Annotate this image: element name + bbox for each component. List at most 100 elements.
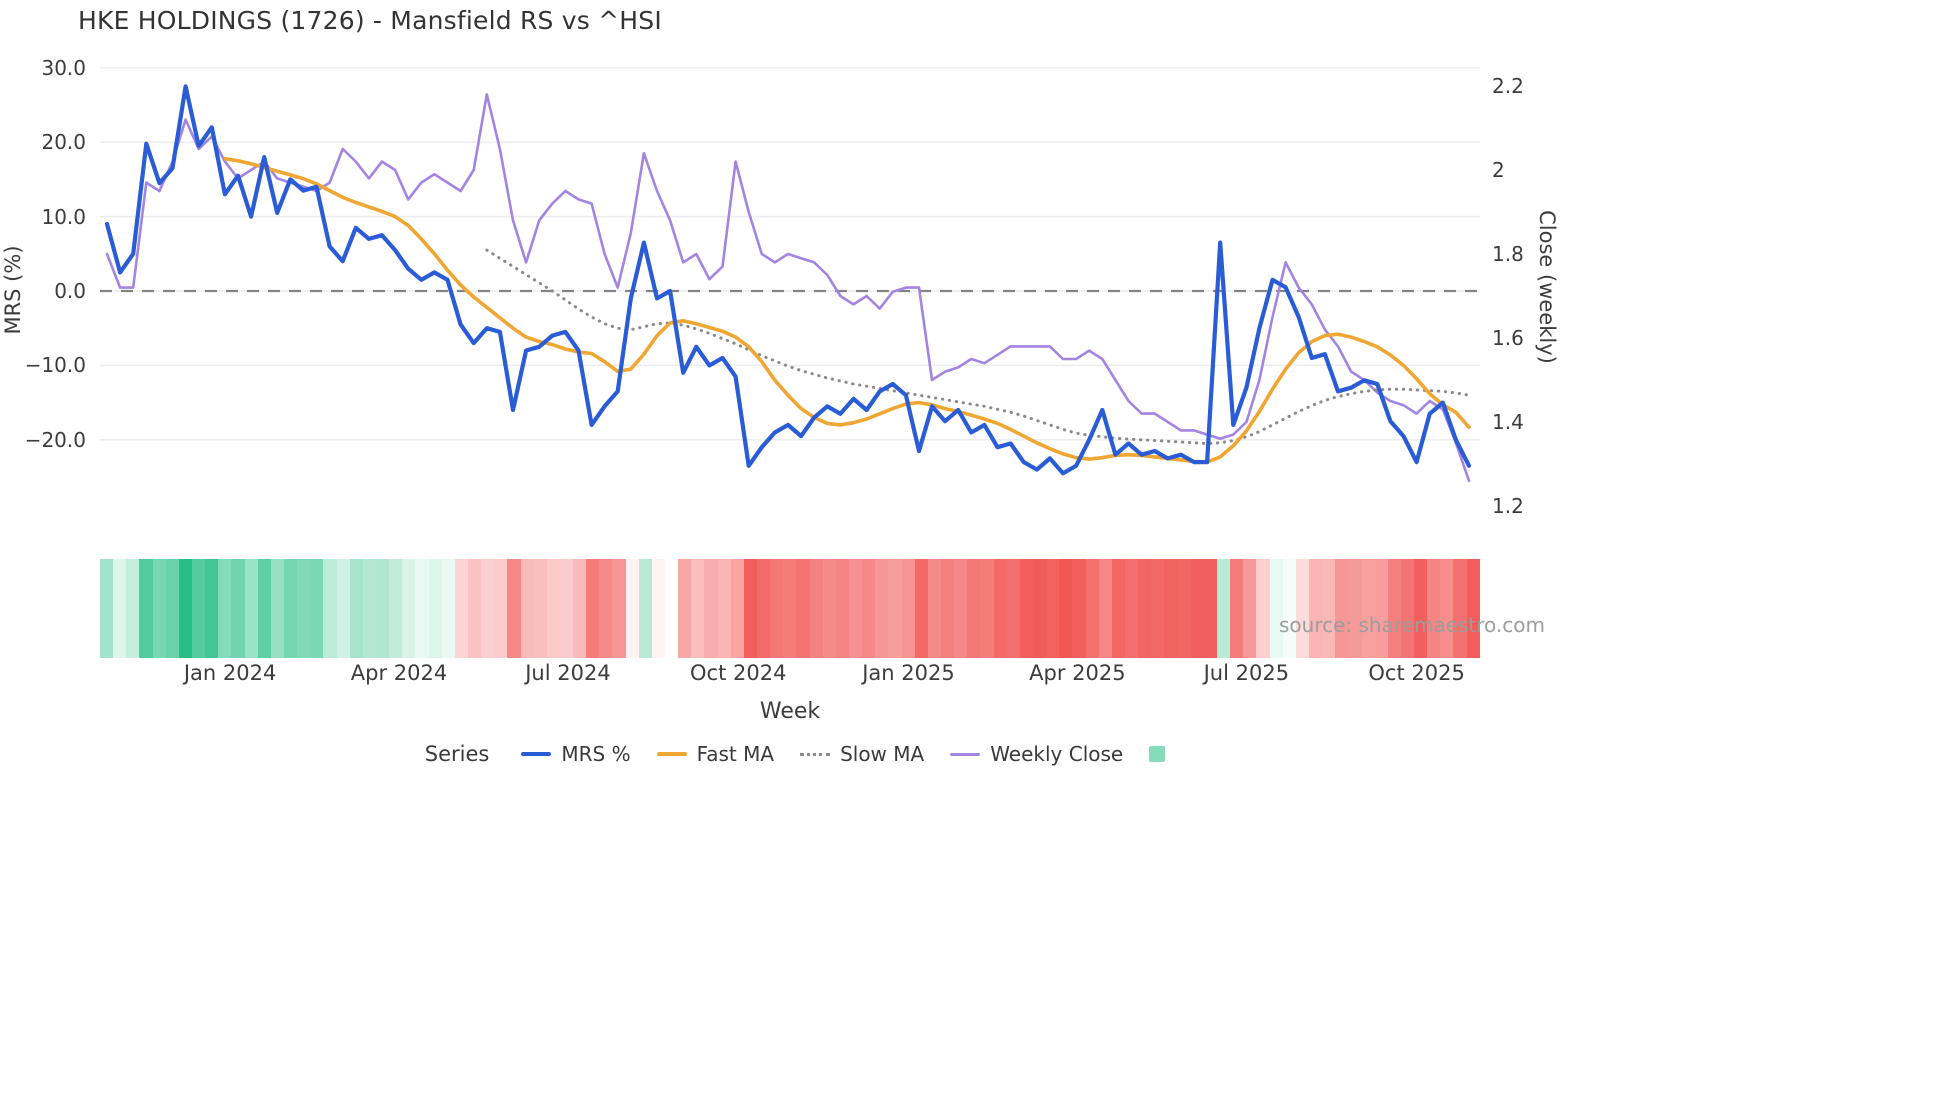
heatmap-cell xyxy=(1387,559,1401,658)
heatmap-cell xyxy=(1216,559,1231,658)
x-axis-ticks: Jan 2024 Apr 2024 Jul 2024 Oct 2024 Jan 2025… xyxy=(0,661,1960,691)
heatmap-cell xyxy=(665,559,679,658)
left-tick: 30.0 xyxy=(41,55,86,80)
legend-item-weekly-close: Weekly Close xyxy=(950,742,1123,766)
legend-item-label: Fast MA xyxy=(696,742,775,766)
heatmap-cell xyxy=(402,559,416,658)
heatmap-cell xyxy=(1322,559,1336,658)
chart-title: HKE HOLDINGS (1726) - Mansfield RS vs ^H… xyxy=(78,6,662,35)
heatmap-cell xyxy=(1124,559,1139,658)
heatmap-cell xyxy=(546,559,560,658)
heatmap-cell xyxy=(415,559,429,658)
heatmap-cell xyxy=(1243,559,1257,658)
heatmap-cell xyxy=(967,559,981,658)
heatmap-cell xyxy=(849,559,863,658)
heatmap-cell xyxy=(362,559,376,658)
heatmap-cell xyxy=(1400,559,1415,658)
heatmap-cell xyxy=(467,559,482,658)
heatmap-cell xyxy=(100,559,114,658)
heatmap-cell xyxy=(1348,559,1362,658)
heatmap-cell xyxy=(599,559,613,658)
heatmap-cell xyxy=(178,559,192,658)
heatmap-cell xyxy=(573,559,587,658)
right-tick: 2 xyxy=(1492,158,1505,182)
right-tick: 1.4 xyxy=(1492,410,1524,434)
heatmap-cell xyxy=(283,559,298,658)
heatmap-cell xyxy=(796,559,810,658)
heatmap-cell xyxy=(507,559,521,658)
legend-item-fast-ma: Fast MA xyxy=(656,742,775,766)
heatmap-cell xyxy=(1440,559,1454,658)
heatmap-cell xyxy=(375,559,390,658)
heatmap-cell xyxy=(152,559,166,658)
x-tick: Oct 2025 xyxy=(1368,661,1465,685)
legend-item-label: Slow MA xyxy=(840,742,925,766)
right-axis-ticks: 2.2 2 1.8 1.6 1.4 1.2 xyxy=(1492,0,1582,560)
legend-swatch xyxy=(800,752,831,756)
heatmap-cell xyxy=(1164,559,1178,658)
heatmap-cell xyxy=(454,559,468,658)
legend-swatch xyxy=(656,752,687,756)
heatmap-cell xyxy=(1282,559,1296,658)
heatmap-cell xyxy=(231,559,245,658)
right-tick: 1.8 xyxy=(1492,242,1524,266)
heatmap-cell xyxy=(678,559,692,658)
heatmap-cell xyxy=(1308,559,1323,658)
x-tick: Jul 2025 xyxy=(1203,661,1290,685)
left-tick: 0.0 xyxy=(54,279,86,303)
heatmap-cell xyxy=(927,559,941,658)
series-slow-ma xyxy=(485,248,1471,445)
heatmap-cell xyxy=(1085,559,1099,658)
heatmap-cell xyxy=(783,559,797,658)
heatmap-cell xyxy=(428,559,442,658)
heatmap-cell xyxy=(1019,559,1033,658)
heatmap-cell xyxy=(1098,559,1112,658)
heatmap-cell xyxy=(1453,559,1467,658)
series-fast-ma xyxy=(223,156,1471,464)
legend-swatch xyxy=(950,752,981,756)
legend-swatch xyxy=(521,752,552,756)
source-watermark: source: sharemaestro.com xyxy=(1279,613,1545,637)
heatmap-cell xyxy=(257,559,271,658)
heatmap-cell xyxy=(743,559,758,658)
heatmap-cell xyxy=(494,559,508,658)
x-tick: Apr 2024 xyxy=(350,661,448,685)
heatmap-cell xyxy=(1466,559,1480,658)
heatmap-cell xyxy=(1111,559,1125,658)
heatmap-cell xyxy=(218,559,232,658)
heatmap-cell xyxy=(1269,559,1283,658)
heatmap-cell xyxy=(310,559,324,658)
heatmap-cell xyxy=(612,559,626,658)
heatmap-cell xyxy=(691,559,705,658)
right-tick: 1.6 xyxy=(1492,326,1524,350)
heatmap-cell xyxy=(757,559,771,658)
left-tick: −20.0 xyxy=(24,427,86,452)
heatmap-cell xyxy=(1295,559,1309,658)
x-tick: Jan 2024 xyxy=(183,661,277,685)
heatmap-cell xyxy=(993,559,1007,658)
heatmap-cell xyxy=(349,559,363,658)
heatmap-cell xyxy=(520,559,534,658)
heatmap-cell xyxy=(638,559,652,658)
heatmap-cell xyxy=(835,559,850,658)
heatmap-cell xyxy=(862,559,876,658)
x-tick: Jan 2025 xyxy=(862,661,955,685)
legend-item-mrs-: MRS % xyxy=(521,742,631,766)
heatmap-cell xyxy=(533,559,547,658)
heatmap-cell xyxy=(770,559,784,658)
heatmap-strip xyxy=(100,559,1480,658)
heatmap-cell xyxy=(809,559,823,658)
legend-swatch xyxy=(1149,746,1166,762)
legend-item-slow-ma: Slow MA xyxy=(800,742,924,766)
heatmap-cell xyxy=(1414,559,1428,658)
heatmap-cell xyxy=(323,559,337,658)
heatmap-cell xyxy=(1046,559,1060,658)
heatmap-cell xyxy=(954,559,968,658)
legend-item-label: MRS % xyxy=(561,742,631,766)
x-tick: Apr 2025 xyxy=(1029,661,1126,685)
x-tick: Oct 2024 xyxy=(690,661,787,685)
heatmap-cell xyxy=(336,559,350,658)
heatmap-cell xyxy=(704,559,718,658)
heatmap-cell xyxy=(1177,559,1191,658)
